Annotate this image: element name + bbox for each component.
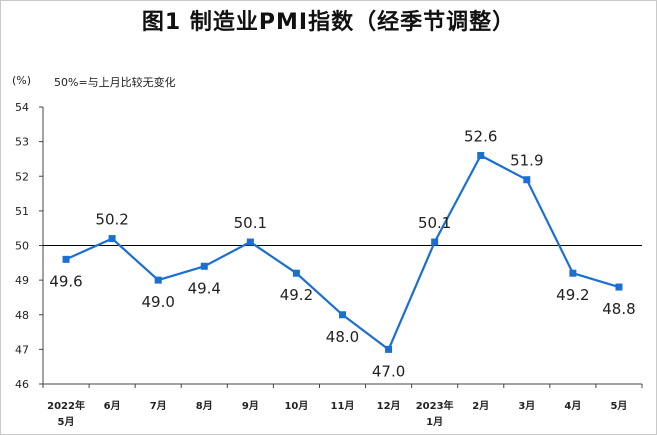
x-tick-label: 7月 xyxy=(150,400,167,412)
chart-title: 图1 制造业PMI指数（经季节调整） xyxy=(141,10,516,35)
data-label: 51.9 xyxy=(510,152,543,170)
x-tick-label-line2: 1月 xyxy=(426,416,443,428)
y-tick-label: 51 xyxy=(15,205,29,218)
x-tick-label: 2月 xyxy=(472,400,489,412)
x-tick-label: 3月 xyxy=(518,400,535,412)
x-tick-label: 5月 xyxy=(610,400,627,412)
data-label: 50.1 xyxy=(234,214,267,232)
data-label: 50.2 xyxy=(95,211,128,229)
x-tick-label: 8月 xyxy=(196,400,213,412)
data-point xyxy=(339,311,346,319)
data-point xyxy=(477,151,485,159)
data-label: 49.6 xyxy=(49,272,82,290)
y-unit-label: (%) xyxy=(12,74,32,87)
data-point xyxy=(569,269,577,277)
data-point xyxy=(108,235,116,243)
x-tick-label: 6月 xyxy=(104,400,121,412)
data-point xyxy=(385,345,393,353)
data-label: 49.2 xyxy=(280,286,313,304)
y-tick-label: 47 xyxy=(15,343,29,356)
x-tick-label: 2022年 xyxy=(47,399,85,412)
data-label: 50.1 xyxy=(418,214,451,232)
data-point xyxy=(615,283,623,291)
y-tick-label: 50 xyxy=(15,240,29,253)
data-point xyxy=(200,262,208,270)
data-label: 49.0 xyxy=(141,293,174,311)
data-point xyxy=(246,238,254,246)
data-point xyxy=(431,238,439,246)
x-tick-label: 4月 xyxy=(564,400,581,412)
data-label: 48.0 xyxy=(326,328,359,346)
y-tick-label: 48 xyxy=(15,309,29,322)
data-point xyxy=(523,176,531,184)
data-label: 47.0 xyxy=(372,362,405,380)
data-point xyxy=(292,269,300,277)
series-line xyxy=(65,154,620,351)
x-tick-label: 9月 xyxy=(242,400,259,412)
x-tick-label: 12月 xyxy=(377,400,401,412)
x-tick-label: 11月 xyxy=(331,400,355,412)
x-tick-label: 10月 xyxy=(284,400,308,412)
data-label: 49.2 xyxy=(556,286,589,304)
y-tick-label: 53 xyxy=(15,136,29,149)
data-point xyxy=(154,276,162,284)
x-tick-label-line2: 5月 xyxy=(58,416,75,428)
chart-note: 50%=与上月比较无变化 xyxy=(54,76,176,89)
y-tick-label: 54 xyxy=(15,101,29,114)
x-tick-label: 2023年 xyxy=(416,399,454,412)
y-tick-label: 52 xyxy=(15,170,29,183)
data-label: 49.4 xyxy=(188,279,221,297)
data-label: 52.6 xyxy=(464,127,497,145)
data-point xyxy=(62,255,70,263)
data-label: 48.8 xyxy=(602,300,635,318)
y-tick-label: 49 xyxy=(15,274,29,287)
y-tick-label: 46 xyxy=(15,378,29,391)
